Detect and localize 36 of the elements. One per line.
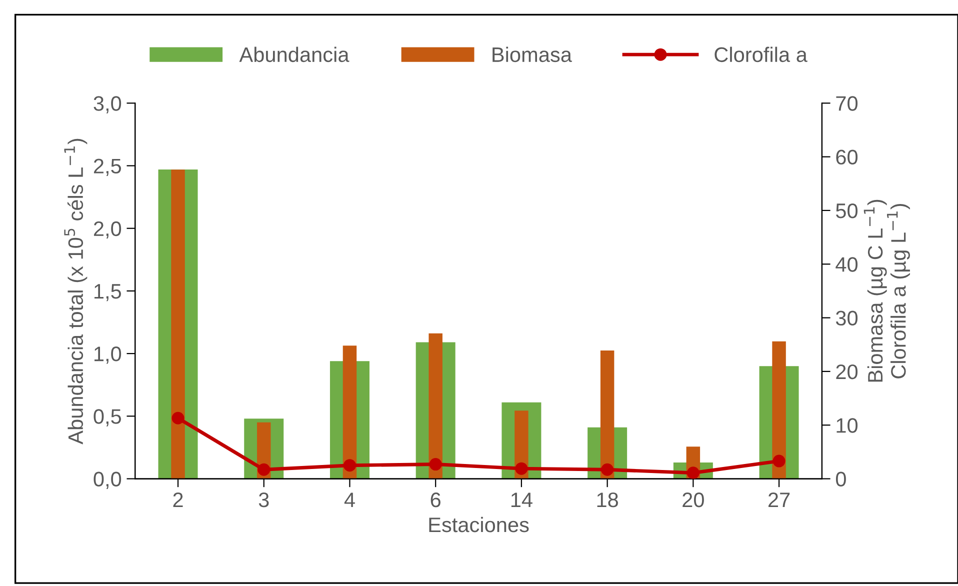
y-tick-label: 2,0 — [94, 221, 122, 239]
y2-tick-label: 50 — [836, 203, 858, 218]
y-tick-label: 0,0 — [94, 472, 122, 489]
point — [601, 463, 614, 476]
legend-label: Clorofila a — [714, 46, 808, 62]
y-axis-title: Abundancia total (x 10$^{5}$ céls L$^{−1}$) — [64, 138, 88, 444]
y2-tick-label: 0 — [836, 472, 846, 487]
point — [772, 454, 786, 468]
x-tick-label: 3 — [258, 492, 269, 508]
legend-label: Abundancia — [239, 46, 350, 62]
point — [515, 462, 528, 475]
y-tick-label: 2,5 — [94, 158, 122, 176]
y2-tick-label: 20 — [836, 364, 858, 380]
x-axis-title: Estaciones — [429, 516, 529, 532]
y2-tick-label: 40 — [836, 257, 858, 272]
point — [172, 412, 184, 424]
y-tick-label: 1,0 — [94, 346, 122, 364]
point — [258, 463, 270, 476]
y-tick-label: 3,0 — [94, 96, 122, 114]
x-tick-label: 18 — [597, 492, 618, 508]
x-tick-label: 4 — [344, 492, 355, 508]
x-tick-label: 14 — [511, 492, 532, 508]
x-tick-label: 2 — [173, 492, 183, 508]
y-tick-label: 0,5 — [94, 409, 122, 426]
x-tick-label: 6 — [430, 492, 440, 508]
y2-tick-label: 10 — [836, 418, 858, 433]
y2-tick-label: 70 — [836, 96, 858, 111]
y2-tick-label: 30 — [836, 310, 858, 326]
text: Biomasa (µg C L$^{−1}$) Clorofila a (µg L$^{−1}$) — [864, 200, 910, 382]
x-tick-label: 20 — [682, 492, 704, 508]
y2-tick-label: 60 — [836, 150, 858, 165]
legend-label: Biomasa — [492, 46, 572, 62]
y-tick-label: 1,5 — [94, 284, 122, 302]
point — [429, 458, 442, 471]
point — [343, 459, 356, 472]
x-tick-label: 27 — [768, 492, 790, 508]
